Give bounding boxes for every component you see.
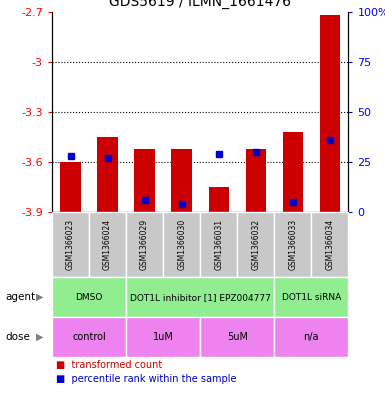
Bar xyxy=(97,137,118,212)
Text: GSM1366029: GSM1366029 xyxy=(140,219,149,270)
Bar xyxy=(274,317,348,357)
Bar xyxy=(274,212,311,277)
Text: ▶: ▶ xyxy=(36,332,44,342)
Bar xyxy=(274,277,348,317)
Text: GSM1366032: GSM1366032 xyxy=(251,219,260,270)
Text: GSM1366023: GSM1366023 xyxy=(66,219,75,270)
Bar xyxy=(126,277,274,317)
Bar xyxy=(52,317,126,357)
Text: dose: dose xyxy=(6,332,31,342)
Text: DOT1L inhibitor [1] EPZ004777: DOT1L inhibitor [1] EPZ004777 xyxy=(130,293,271,302)
Title: GDS5619 / ILMN_1661476: GDS5619 / ILMN_1661476 xyxy=(109,0,291,9)
Text: GSM1366033: GSM1366033 xyxy=(288,219,297,270)
Bar xyxy=(283,132,303,212)
Bar xyxy=(134,149,155,212)
Bar xyxy=(320,15,340,212)
Bar xyxy=(237,212,274,277)
Bar xyxy=(89,212,126,277)
Bar xyxy=(60,162,81,212)
Bar xyxy=(246,149,266,212)
Text: GSM1366024: GSM1366024 xyxy=(103,219,112,270)
Text: ▶: ▶ xyxy=(36,292,44,302)
Text: GSM1366034: GSM1366034 xyxy=(325,219,335,270)
Bar xyxy=(163,212,200,277)
Bar xyxy=(171,149,192,212)
Bar xyxy=(311,212,348,277)
Text: 1uM: 1uM xyxy=(153,332,174,342)
Text: 5uM: 5uM xyxy=(227,332,248,342)
Text: DMSO: DMSO xyxy=(75,293,103,302)
Bar xyxy=(200,317,274,357)
Bar xyxy=(209,187,229,212)
Text: GSM1366031: GSM1366031 xyxy=(214,219,223,270)
Bar xyxy=(126,212,163,277)
Text: ■  transformed count: ■ transformed count xyxy=(56,360,162,370)
Text: agent: agent xyxy=(6,292,36,302)
Text: DOT1L siRNA: DOT1L siRNA xyxy=(282,293,341,302)
Bar xyxy=(126,317,200,357)
Text: ■  percentile rank within the sample: ■ percentile rank within the sample xyxy=(56,374,236,384)
Bar xyxy=(200,212,237,277)
Text: GSM1366030: GSM1366030 xyxy=(177,219,186,270)
Bar xyxy=(52,277,126,317)
Text: control: control xyxy=(72,332,106,342)
Bar xyxy=(52,212,89,277)
Text: n/a: n/a xyxy=(304,332,319,342)
